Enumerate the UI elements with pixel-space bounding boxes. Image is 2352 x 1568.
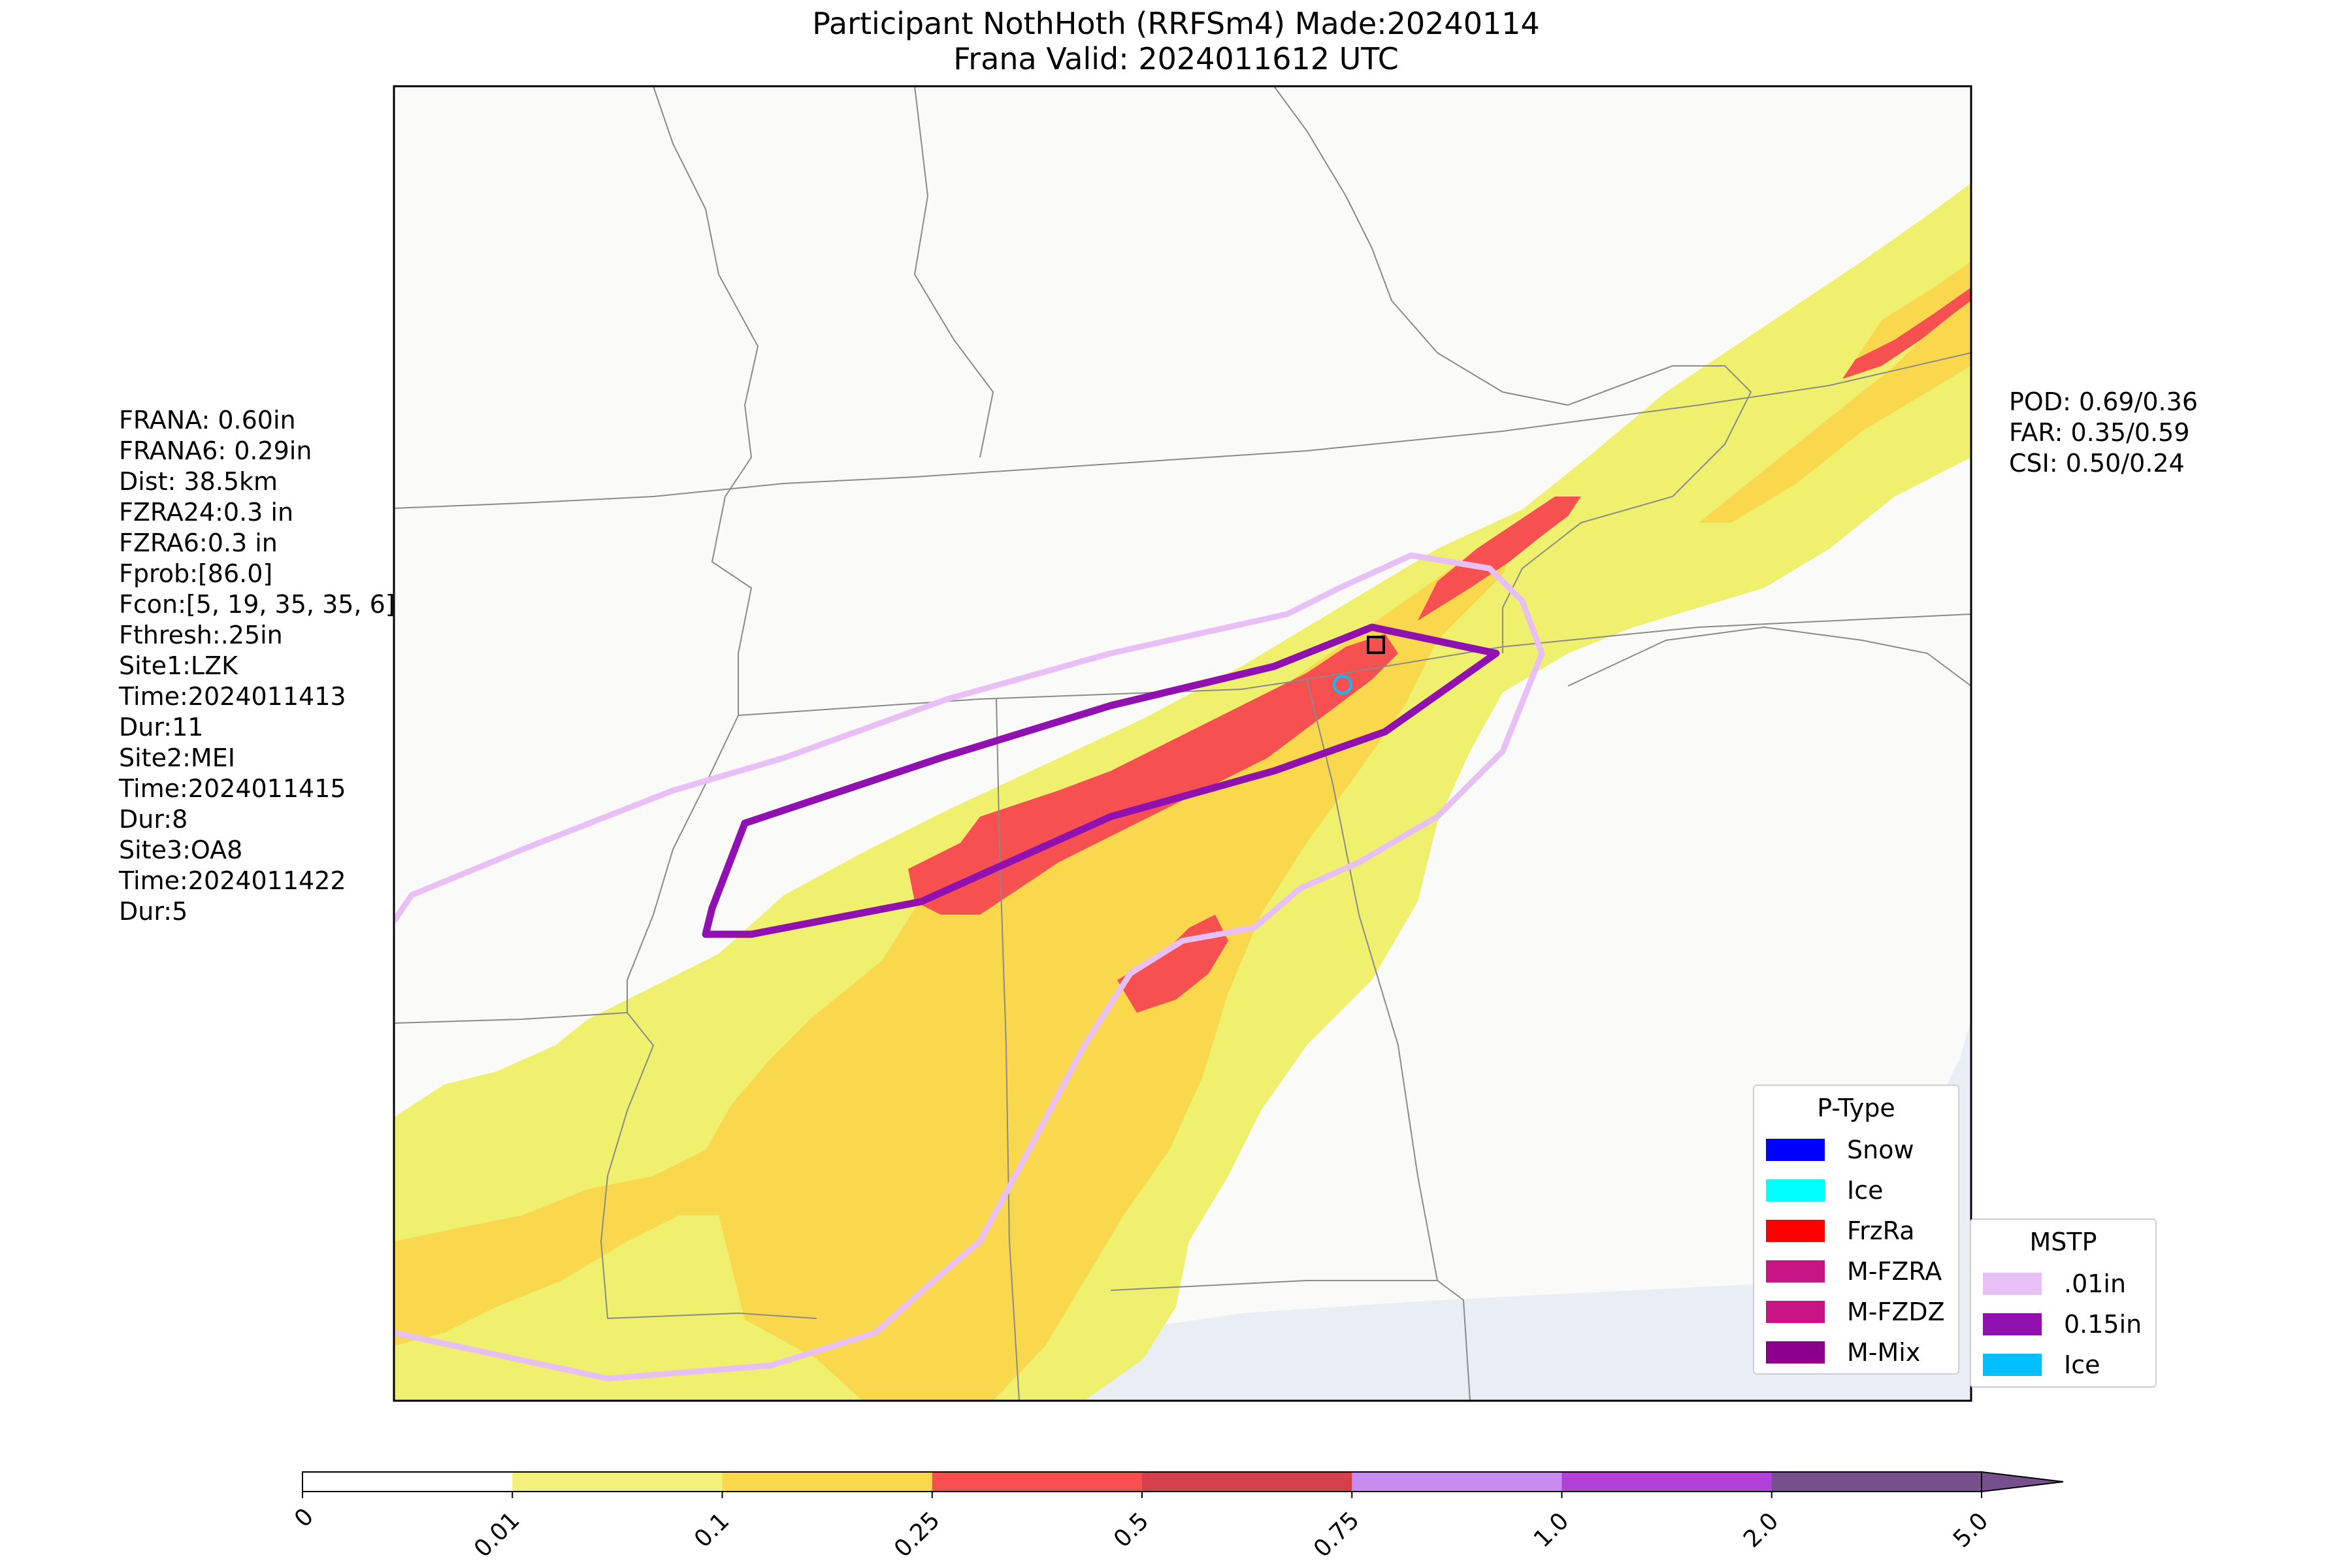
legend-swatch <box>1983 1273 2042 1295</box>
map-content <box>394 86 1971 1401</box>
site-marker-square <box>1367 636 1385 654</box>
legend-item: FrzRa <box>1766 1217 1915 1245</box>
legend-swatch <box>1766 1341 1825 1364</box>
map-frame-border <box>393 85 1972 1402</box>
colorbar-segment <box>1771 1472 1982 1492</box>
ice-obs-marker <box>1333 675 1352 694</box>
legend-swatch <box>1983 1313 2042 1335</box>
colorbar-segment <box>1142 1472 1352 1492</box>
stat-line: Time:2024011415 <box>119 774 346 803</box>
stat-line: Site1:LZK <box>119 651 238 680</box>
legend-label: Snow <box>1847 1135 1914 1164</box>
score-line: CSI: 0.50/0.24 <box>2009 449 2185 478</box>
mstp-legend: MSTP .01in 0.15in Ice <box>1970 1218 2157 1388</box>
stat-line: Fcon:[5, 19, 35, 35, 6] <box>119 590 395 619</box>
legend-label: Ice <box>1847 1176 1884 1205</box>
stat-line: FRANA: 0.60in <box>119 406 296 434</box>
legend-item: M-Mix <box>1766 1338 1921 1367</box>
ptype-legend-title: P-Type <box>1817 1094 1895 1122</box>
colorbar-extension <box>1981 1471 2064 1493</box>
legend-item: .01in <box>1983 1269 2127 1298</box>
gulf-water <box>1058 1274 1971 1401</box>
legend-item: Ice <box>1766 1176 1884 1205</box>
score-line: FAR: 0.35/0.59 <box>2009 418 2190 447</box>
stat-line: Dist: 38.5km <box>119 467 278 496</box>
stat-line: FZRA24:0.3 in <box>119 498 294 527</box>
stat-line: Dur:5 <box>119 897 188 926</box>
legend-swatch <box>1766 1260 1825 1282</box>
legend-item: Ice <box>1983 1350 2100 1379</box>
stat-line: Site2:MEI <box>119 743 235 772</box>
mstp-015-contour <box>702 623 1500 938</box>
legend-swatch <box>1983 1354 2042 1376</box>
colorbar-segment <box>932 1472 1143 1492</box>
ptype-legend: P-Type Snow Ice FrzRa M-FZRA M-FZDZ M-Mix <box>1753 1085 1959 1375</box>
legend-swatch <box>1766 1139 1825 1161</box>
stat-line: Dur:8 <box>119 805 188 834</box>
colorbar-segment <box>1352 1472 1562 1492</box>
title-line-2: Frana Valid: 2024011612 UTC <box>953 41 1399 76</box>
legend-label: M-Mix <box>1847 1338 1921 1367</box>
stat-line: Time:2024011422 <box>119 866 346 895</box>
legend-swatch <box>1766 1179 1825 1201</box>
legend-label: Ice <box>2064 1350 2100 1379</box>
score-line: POD: 0.69/0.36 <box>2009 387 2198 416</box>
legend-label: M-FZDZ <box>1847 1298 1945 1326</box>
state-borders <box>394 86 1971 1401</box>
mstp-001-contour <box>394 552 1545 1382</box>
legend-label: FrzRa <box>1847 1217 1915 1245</box>
colorbar-segment <box>722 1472 933 1492</box>
colorbar <box>302 1471 2064 1498</box>
legend-swatch <box>1766 1301 1825 1323</box>
colorbar-segment <box>302 1472 513 1492</box>
stat-line: FZRA6:0.3 in <box>119 529 278 557</box>
legend-label: .01in <box>2064 1269 2127 1298</box>
legend-item: M-FZRA <box>1766 1257 1942 1286</box>
stat-line: Fprob:[86.0] <box>119 559 273 588</box>
legend-item: M-FZDZ <box>1766 1298 1945 1326</box>
legend-item: 0.15in <box>1983 1310 2142 1339</box>
legend-label: M-FZRA <box>1847 1257 1942 1286</box>
stat-line: Dur:11 <box>119 713 204 742</box>
left-stats-block: FRANA: 0.60in FRANA6: 0.29in Dist: 38.5km F… <box>119 405 395 927</box>
legend-swatch <box>1766 1220 1825 1242</box>
right-stats-block: POD: 0.69/0.36 FAR: 0.35/0.59 CSI: 0.50/0.… <box>2009 387 2198 479</box>
stat-line: Fthresh:.25in <box>119 621 283 649</box>
mstp-legend-title: MSTP <box>2029 1228 2097 1256</box>
colorbar-segment <box>512 1472 723 1492</box>
stat-line: FRANA6: 0.29in <box>119 436 312 465</box>
legend-item: Snow <box>1766 1135 1914 1164</box>
stat-line: Time:2024011413 <box>119 682 346 711</box>
stat-line: Site3:OA8 <box>119 836 243 864</box>
colorbar-segment <box>1561 1472 1772 1492</box>
title-line-1: Participant NothHoth (RRFSm4) Made:20240… <box>812 6 1540 41</box>
legend-label: 0.15in <box>2064 1310 2142 1339</box>
